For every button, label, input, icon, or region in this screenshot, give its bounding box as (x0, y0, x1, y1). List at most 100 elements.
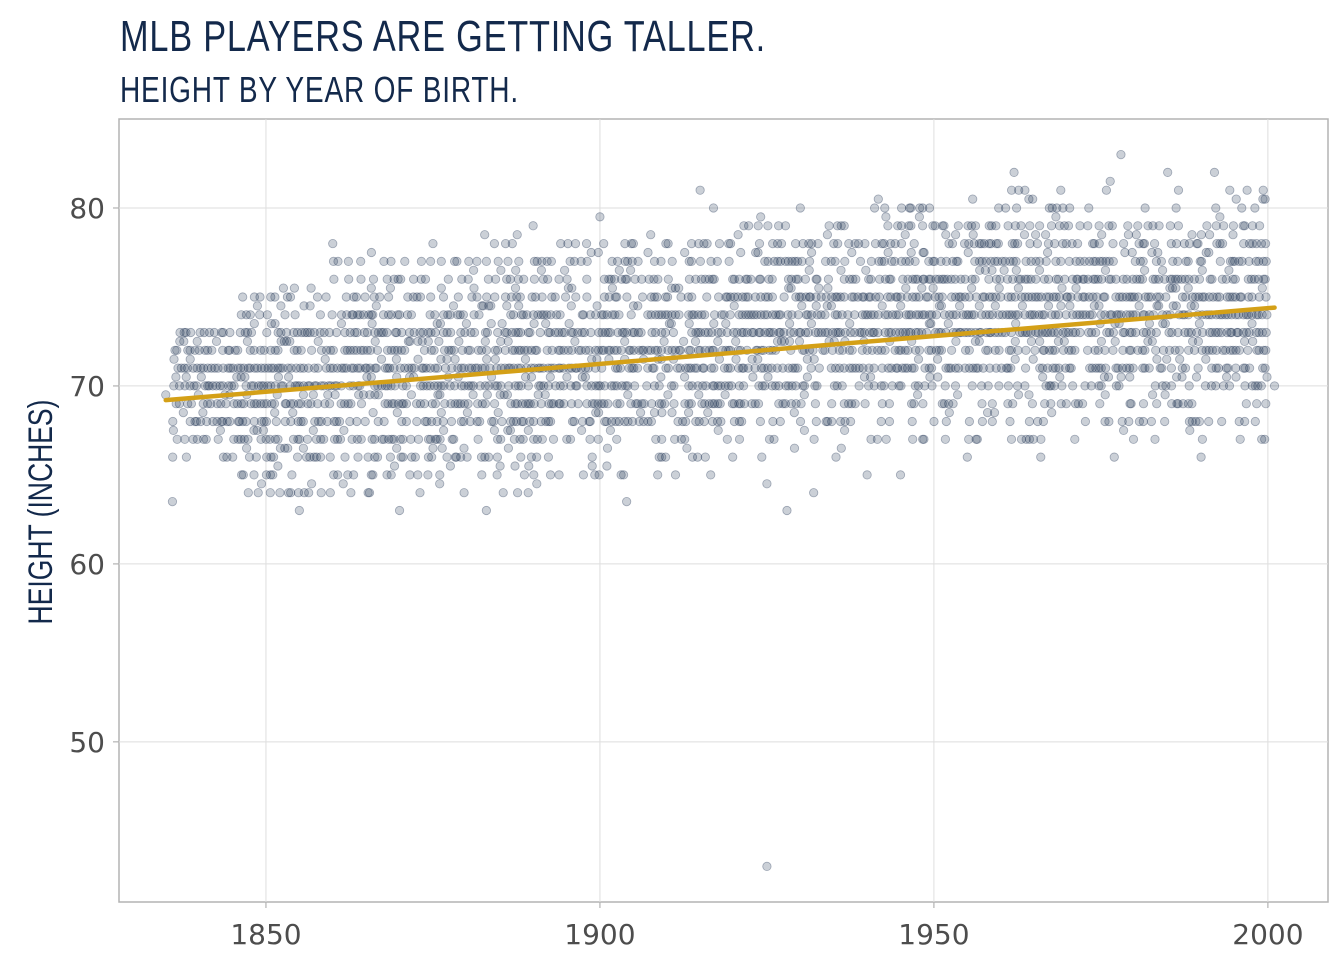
data-point (249, 381, 259, 391)
data-point (693, 327, 703, 338)
data-point (811, 301, 821, 311)
data-point (401, 381, 411, 391)
data-point (368, 310, 378, 320)
data-point (667, 407, 677, 418)
data-point (674, 345, 684, 355)
data-point (1150, 239, 1160, 249)
data-point (968, 230, 978, 240)
data-point (413, 470, 423, 480)
data-point (213, 434, 223, 444)
data-point (784, 363, 794, 373)
data-point (179, 363, 189, 373)
data-point (707, 399, 718, 409)
data-point (1128, 363, 1138, 373)
data-point (456, 327, 466, 338)
data-point (876, 416, 886, 427)
data-point (325, 345, 336, 355)
data-point (976, 239, 987, 249)
data-point (695, 185, 705, 195)
data-point (362, 345, 372, 355)
data-point (753, 247, 763, 258)
data-point (210, 363, 220, 373)
data-point (377, 434, 387, 444)
data-point (245, 363, 255, 373)
data-point (695, 256, 706, 266)
data-point (366, 470, 376, 480)
x-tick-label: 1900 (564, 918, 635, 951)
data-point (185, 345, 195, 355)
data-point (520, 399, 531, 409)
data-point (1193, 363, 1203, 373)
data-point (643, 310, 653, 320)
data-point (854, 363, 864, 373)
data-point (607, 256, 617, 266)
data-point (269, 399, 280, 409)
data-point (720, 390, 730, 400)
data-point (566, 381, 576, 391)
data-point (623, 416, 633, 427)
data-point (800, 274, 811, 284)
data-point (453, 399, 463, 409)
data-point (925, 372, 935, 382)
data-point (462, 407, 472, 418)
data-point (716, 416, 726, 427)
data-point (940, 434, 951, 444)
data-point (273, 372, 283, 382)
data-point (484, 301, 494, 311)
data-point (914, 292, 924, 302)
data-point (452, 310, 463, 320)
data-point (401, 399, 412, 409)
data-point (823, 283, 833, 293)
data-point (418, 327, 428, 338)
data-point (416, 274, 426, 284)
data-point (308, 425, 318, 435)
data-point (649, 256, 660, 266)
data-point (704, 399, 714, 409)
data-point (1262, 372, 1272, 382)
data-point (209, 327, 219, 338)
data-point (716, 327, 726, 338)
data-point (396, 345, 406, 355)
data-point (684, 318, 694, 329)
data-point (810, 381, 820, 391)
data-point (390, 327, 401, 338)
data-point (684, 363, 694, 373)
data-point (1247, 318, 1257, 329)
data-point (497, 318, 507, 329)
data-point (859, 327, 870, 338)
data-point (653, 470, 663, 480)
data-point (644, 274, 654, 284)
data-point (510, 381, 520, 391)
data-point (346, 488, 356, 498)
data-point (873, 310, 883, 320)
data-point (293, 488, 304, 498)
data-point (924, 345, 934, 355)
data-point (654, 452, 664, 462)
data-point (1008, 399, 1018, 409)
data-point (265, 434, 275, 444)
data-point (339, 399, 350, 409)
data-point (1140, 203, 1150, 213)
data-point (1240, 336, 1250, 346)
data-point (784, 318, 795, 329)
data-point (624, 345, 634, 355)
data-point (706, 363, 716, 373)
data-point (279, 336, 289, 346)
data-point (1189, 345, 1200, 355)
data-point (1123, 230, 1134, 240)
data-point (1053, 310, 1064, 320)
data-point (914, 310, 924, 320)
data-point (660, 327, 671, 338)
data-point (869, 327, 879, 338)
data-point (1231, 372, 1241, 382)
data-point (404, 327, 415, 338)
data-point (732, 327, 742, 338)
data-point (921, 292, 931, 302)
data-point (981, 310, 991, 320)
data-point (270, 318, 280, 329)
data-point (517, 416, 527, 427)
data-point (1196, 230, 1206, 240)
data-point (285, 292, 296, 302)
data-point (378, 327, 388, 338)
data-point (435, 390, 445, 400)
